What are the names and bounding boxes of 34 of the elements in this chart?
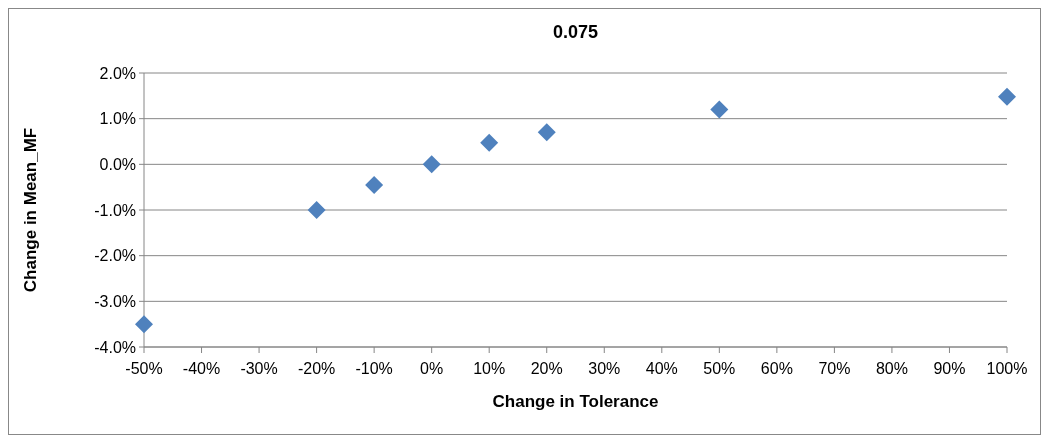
y-tick-label: -2.0% <box>94 247 136 265</box>
x-tick-label: 70% <box>818 360 851 377</box>
point <box>480 133 499 152</box>
x-tick-label: 30% <box>588 360 621 377</box>
point <box>135 315 153 334</box>
x-tick-label: 10% <box>473 360 506 377</box>
y-tick-label: 1.0% <box>99 110 136 128</box>
point <box>365 175 384 194</box>
x-tick-label: 80% <box>875 360 908 377</box>
y-tick-label: -1.0% <box>94 201 136 219</box>
point <box>307 201 326 219</box>
x-tick-label: -40% <box>182 360 221 377</box>
x-tick-label: 60% <box>760 360 793 377</box>
y-tick-label: -4.0% <box>94 338 136 356</box>
point <box>422 155 441 174</box>
x-tick-label: 90% <box>933 360 966 377</box>
x-tick-label: 20% <box>530 360 563 377</box>
x-tick-label: 0% <box>420 360 444 377</box>
y-tick-label: 2.0% <box>99 64 136 82</box>
y-tick-label: 0.0% <box>99 155 136 173</box>
x-tick-label: -10% <box>355 360 393 377</box>
point <box>710 100 729 119</box>
x-tick-label: 100% <box>986 360 1028 377</box>
point <box>537 123 556 142</box>
point <box>998 87 1016 106</box>
chart-title: 0.075 <box>552 22 599 42</box>
x-tick-label: -50% <box>125 360 163 377</box>
x-tick-label: 50% <box>703 360 736 377</box>
x-axis-title: Change in Tolerance <box>492 392 659 411</box>
x-tick-label: -20% <box>297 360 336 377</box>
y-tick-label: -3.0% <box>94 292 136 310</box>
x-tick-label: 40% <box>645 360 678 377</box>
y-axis-title: Change in Mean_MF <box>21 127 40 293</box>
x-tick-label: -30% <box>240 360 278 377</box>
